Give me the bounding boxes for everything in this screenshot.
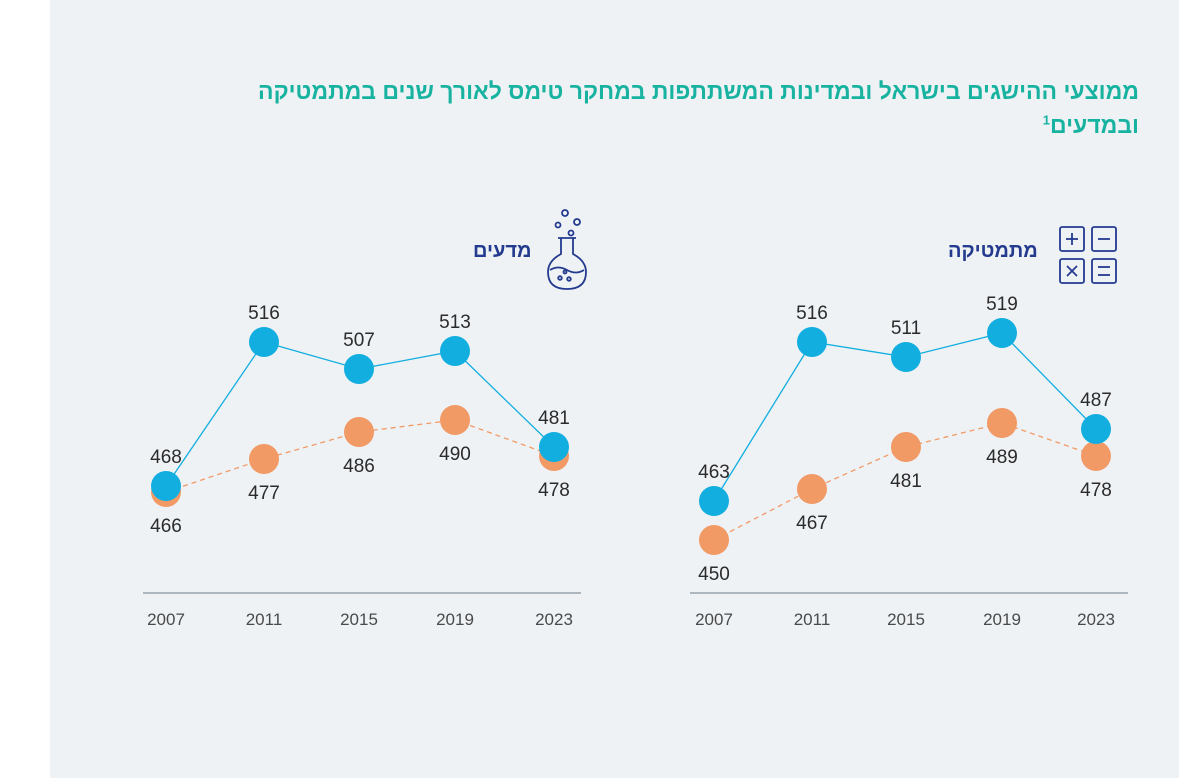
calculator-icon <box>1059 226 1117 284</box>
science-israel-label: 516 <box>248 303 280 324</box>
math-participating-point <box>891 432 921 462</box>
science-israel-point <box>539 432 569 462</box>
math-israel-label: 487 <box>1080 390 1112 411</box>
science-participating-label: 490 <box>439 444 471 465</box>
science-participating-label: 466 <box>150 516 182 537</box>
math-israel-point <box>797 327 827 357</box>
science-participating-point <box>440 405 470 435</box>
math-x-tick-2007: 2007 <box>695 610 733 629</box>
science-x-tick-2019: 2019 <box>436 610 474 629</box>
math-israel-point <box>1081 414 1111 444</box>
science-participating-point <box>344 417 374 447</box>
math-participating-line <box>713 422 1097 541</box>
math-participating-point <box>987 408 1017 438</box>
science-chart-title: מדעים <box>473 240 532 262</box>
math-israel-label: 516 <box>796 303 828 324</box>
math-participating-point <box>1081 441 1111 471</box>
science-participating-label: 478 <box>538 480 570 501</box>
math-israel-point <box>987 318 1017 348</box>
science-israel-point <box>440 336 470 366</box>
math-participating-point <box>699 525 729 555</box>
content-panel <box>50 0 1179 778</box>
science-x-tick-2015: 2015 <box>340 610 378 629</box>
math-participating-label: 450 <box>698 564 730 585</box>
math-x-tick-2023: 2023 <box>1077 610 1115 629</box>
science-x-tick-2007: 2007 <box>147 610 185 629</box>
science-israel-label: 513 <box>439 312 471 333</box>
math-participating-label: 467 <box>796 513 828 534</box>
math-israel-label: 511 <box>891 318 921 339</box>
math-israel-label: 519 <box>986 294 1018 315</box>
science-israel-point <box>249 327 279 357</box>
math-x-tick-2011: 2011 <box>794 610 831 629</box>
math-participating-label: 489 <box>986 447 1018 468</box>
footnote-marker: 1 <box>1042 112 1050 128</box>
math-x-tick-2019: 2019 <box>983 610 1021 629</box>
science-participating-label: 477 <box>248 483 280 504</box>
math-participating-label: 481 <box>890 471 922 492</box>
math-participating-point <box>797 474 827 504</box>
science-israel-label: 481 <box>538 408 570 429</box>
page-title: ממוצעי ההישגים בישראל ובמדינות המשתתפות … <box>258 78 1139 138</box>
science-israel-label: 507 <box>343 330 375 351</box>
math-israel-point <box>699 486 729 516</box>
science-participating-label: 486 <box>343 456 375 477</box>
science-x-tick-2023: 2023 <box>535 610 573 629</box>
science-participating-point <box>249 444 279 474</box>
math-participating-label: 478 <box>1080 480 1112 501</box>
math-x-tick-2015: 2015 <box>887 610 925 629</box>
science-israel-label: 468 <box>150 447 182 468</box>
science-israel-point <box>151 471 181 501</box>
science-israel-point <box>344 354 374 384</box>
science-x-tick-2011: 2011 <box>246 610 283 629</box>
flask-icon <box>547 209 587 290</box>
math-israel-point <box>891 342 921 372</box>
math-chart-title: מתמטיקה <box>948 240 1038 262</box>
math-israel-label: 463 <box>698 462 730 483</box>
